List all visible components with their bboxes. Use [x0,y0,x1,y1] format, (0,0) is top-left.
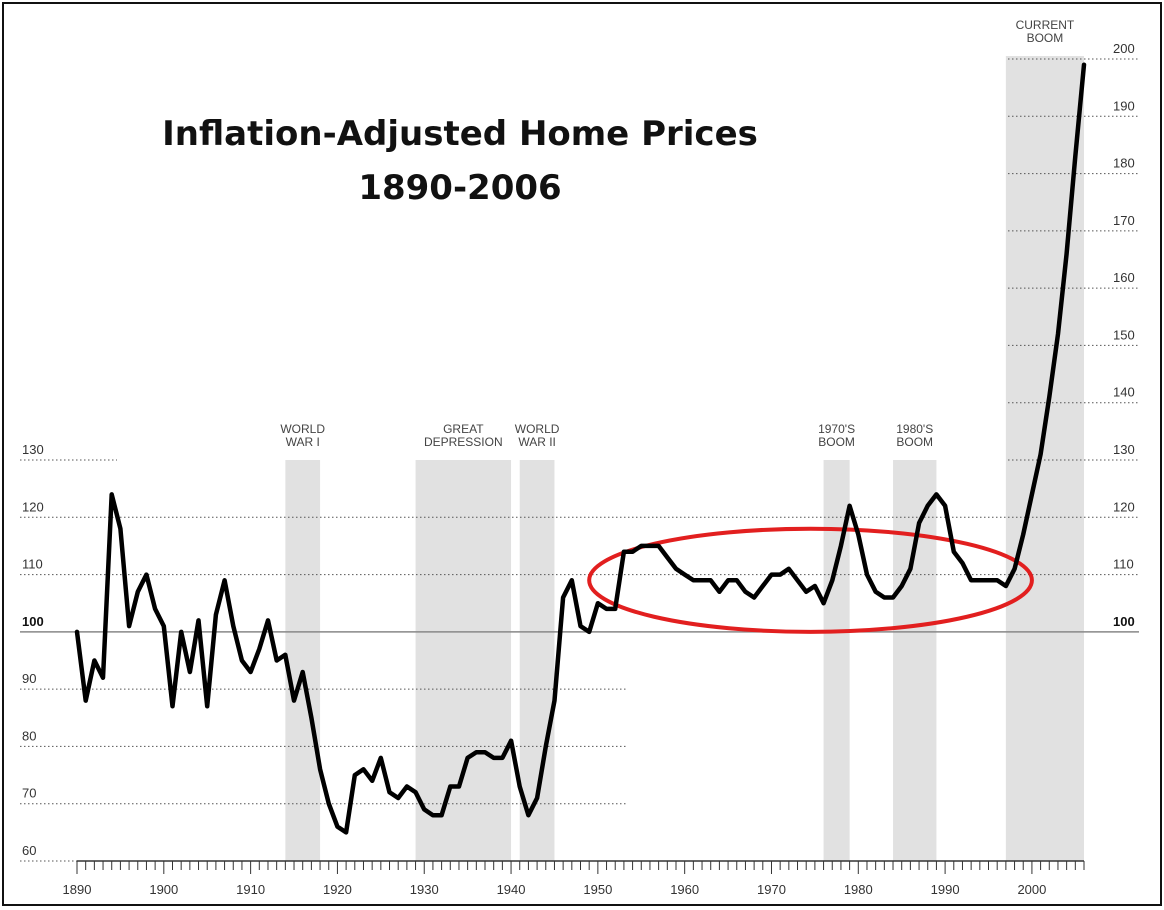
y-tick-label-left: 110 [22,557,43,572]
x-tick-label: 2000 [1017,882,1046,897]
era-label: GREAT [443,422,484,436]
chart-title-line2: 1890-2006 [358,168,561,208]
x-tick-label: 1960 [670,882,699,897]
y-tick-label-left: 80 [22,728,36,743]
era-label: BOOM [818,435,855,449]
y-tick-label-right: 160 [1113,270,1135,285]
era-band [285,460,321,861]
x-tick-label: 1900 [149,882,178,897]
x-tick-label: 1920 [323,882,352,897]
era-label: CURRENT [1016,18,1075,32]
y-tick-label-left: 90 [22,671,36,686]
x-tick-label: 1950 [583,882,612,897]
home-price-chart: 60 70 80 90 100 110 120 130 100 110 120 130 140 150 16… [20,18,1139,897]
y-tick-label-left: 70 [22,786,36,801]
highlight-layer [587,526,1034,634]
home-price-line [74,62,1087,835]
x-tick-label: 1990 [931,882,960,897]
series-layer [74,62,1087,835]
x-tick-label: 1970 [757,882,786,897]
y-tick-label-right: 110 [1113,557,1134,572]
era-label: WORLD [515,422,560,436]
x-axis: 1890 1900 1910 1920 1930 1940 1950 1960 1970 1980… [63,860,1085,897]
y-tick-label-right: 190 [1113,98,1135,113]
era-label: DEPRESSION [424,435,503,449]
y-tick-label-right: 100 [1113,614,1135,629]
chart-title-line1: Inflation-Adjusted Home Prices [162,114,758,154]
era-label: WAR II [518,435,556,449]
y-tick-label-right: 150 [1113,327,1135,342]
era-label: BOOM [896,435,933,449]
y-tick-label-left: 130 [22,442,44,457]
y-tick-label-left: 100 [22,614,44,629]
y-tick-label-right: 120 [1113,499,1135,514]
y-tick-label-right: 130 [1113,442,1135,457]
era-label: WORLD [280,422,325,436]
highlight-ellipse [587,526,1034,634]
y-tick-label-right: 200 [1113,41,1135,56]
y-tick-labels: 60 70 80 90 100 110 120 130 100 110 120 130 140 150 16… [22,41,1135,858]
era-band [415,460,512,861]
era-label: WAR I [286,435,320,449]
x-tick-label: 1890 [63,882,92,897]
era-label: 1980'S [896,422,933,436]
gridlines [20,58,1139,862]
era-label: 1970'S [818,422,855,436]
x-tick-label: 1930 [410,882,439,897]
y-tick-label-left: 60 [22,843,36,858]
era-band [893,460,937,861]
y-tick-label-left: 120 [22,499,44,514]
x-tick-label: 1980 [844,882,873,897]
y-tick-label-right: 170 [1113,213,1135,228]
y-tick-label-right: 180 [1113,156,1135,171]
x-tick-label: 1940 [497,882,526,897]
x-tick-label: 1910 [236,882,265,897]
y-tick-label-right: 140 [1113,385,1135,400]
era-label: BOOM [1027,31,1064,45]
